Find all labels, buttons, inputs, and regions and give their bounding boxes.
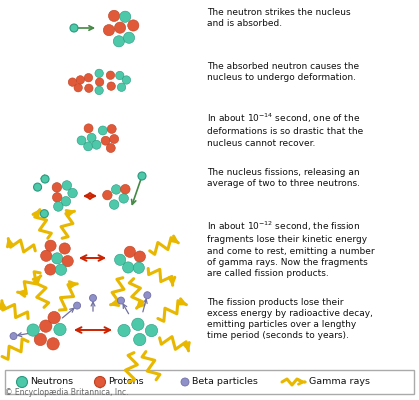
Circle shape — [128, 20, 139, 31]
Circle shape — [113, 36, 124, 47]
Text: In about 10$^{-12}$ second, the fission
fragments lose their kinetic energy
and : In about 10$^{-12}$ second, the fission … — [207, 220, 375, 278]
Circle shape — [59, 243, 70, 254]
Circle shape — [95, 69, 103, 78]
Circle shape — [103, 190, 112, 200]
Text: In about 10$^{-14}$ second, one of the
deformations is so drastic that the
nucle: In about 10$^{-14}$ second, one of the d… — [207, 112, 363, 148]
Circle shape — [118, 324, 130, 337]
Circle shape — [103, 24, 114, 36]
Circle shape — [41, 250, 52, 261]
Circle shape — [98, 126, 107, 135]
Circle shape — [124, 246, 135, 258]
Circle shape — [74, 84, 83, 92]
Circle shape — [134, 333, 146, 346]
Circle shape — [85, 84, 93, 92]
Circle shape — [45, 240, 56, 251]
Circle shape — [27, 324, 39, 336]
Circle shape — [62, 181, 72, 190]
FancyBboxPatch shape — [5, 370, 414, 394]
Circle shape — [48, 312, 60, 324]
Circle shape — [95, 86, 103, 95]
Circle shape — [144, 292, 151, 299]
Circle shape — [114, 22, 126, 33]
Circle shape — [34, 333, 47, 346]
Text: Gamma rays: Gamma rays — [309, 378, 370, 386]
Circle shape — [84, 74, 93, 82]
Circle shape — [95, 376, 106, 388]
Circle shape — [76, 76, 85, 84]
Circle shape — [138, 172, 146, 180]
Circle shape — [34, 183, 41, 191]
Circle shape — [90, 294, 96, 302]
Circle shape — [119, 11, 131, 22]
Circle shape — [40, 210, 48, 218]
Circle shape — [41, 175, 49, 183]
Circle shape — [84, 142, 93, 151]
Circle shape — [68, 188, 78, 198]
Circle shape — [54, 323, 66, 336]
Circle shape — [121, 184, 130, 194]
Text: Protons: Protons — [108, 378, 144, 386]
Circle shape — [122, 76, 131, 84]
Circle shape — [145, 324, 158, 337]
Circle shape — [54, 202, 63, 211]
Circle shape — [132, 318, 144, 330]
Circle shape — [70, 24, 78, 32]
Circle shape — [84, 124, 93, 133]
Circle shape — [92, 140, 101, 149]
Circle shape — [106, 71, 115, 80]
Circle shape — [45, 264, 56, 275]
Text: The neutron strikes the nucleus
and is absorbed.: The neutron strikes the nucleus and is a… — [207, 8, 351, 28]
Circle shape — [111, 185, 121, 194]
Circle shape — [107, 82, 115, 90]
Circle shape — [62, 256, 73, 267]
Circle shape — [52, 192, 62, 202]
Text: The fission products lose their
excess energy by radioactive decay,
emitting par: The fission products lose their excess e… — [207, 298, 373, 340]
Circle shape — [87, 133, 96, 142]
Circle shape — [117, 297, 124, 304]
Circle shape — [52, 253, 63, 264]
Circle shape — [114, 254, 126, 265]
Circle shape — [61, 196, 71, 206]
Circle shape — [52, 183, 62, 192]
Circle shape — [134, 251, 145, 262]
Circle shape — [74, 302, 80, 309]
Circle shape — [40, 320, 52, 332]
Circle shape — [106, 144, 115, 152]
Text: © Encyclopædia Britannica, Inc.: © Encyclopædia Britannica, Inc. — [5, 388, 129, 397]
Text: Neutrons: Neutrons — [30, 378, 73, 386]
Text: Beta particles: Beta particles — [192, 378, 258, 386]
Text: The absorbed neutron causes the
nucleus to undergo deformation.: The absorbed neutron causes the nucleus … — [207, 62, 359, 82]
Circle shape — [77, 136, 86, 145]
Circle shape — [96, 78, 104, 86]
Circle shape — [110, 134, 119, 144]
Circle shape — [47, 338, 59, 350]
Circle shape — [107, 124, 116, 134]
Circle shape — [116, 71, 124, 80]
Circle shape — [133, 262, 145, 274]
Circle shape — [68, 78, 77, 86]
Circle shape — [119, 194, 129, 203]
Circle shape — [122, 262, 134, 273]
Circle shape — [10, 332, 17, 340]
Circle shape — [117, 83, 126, 92]
Circle shape — [181, 378, 189, 386]
Text: The nucleus fissions, releasing an
average of two to three neutrons.: The nucleus fissions, releasing an avera… — [207, 168, 360, 188]
Circle shape — [109, 200, 119, 209]
Circle shape — [109, 10, 120, 22]
Circle shape — [55, 264, 67, 275]
Circle shape — [16, 376, 28, 388]
Circle shape — [101, 136, 110, 145]
Circle shape — [124, 32, 134, 43]
